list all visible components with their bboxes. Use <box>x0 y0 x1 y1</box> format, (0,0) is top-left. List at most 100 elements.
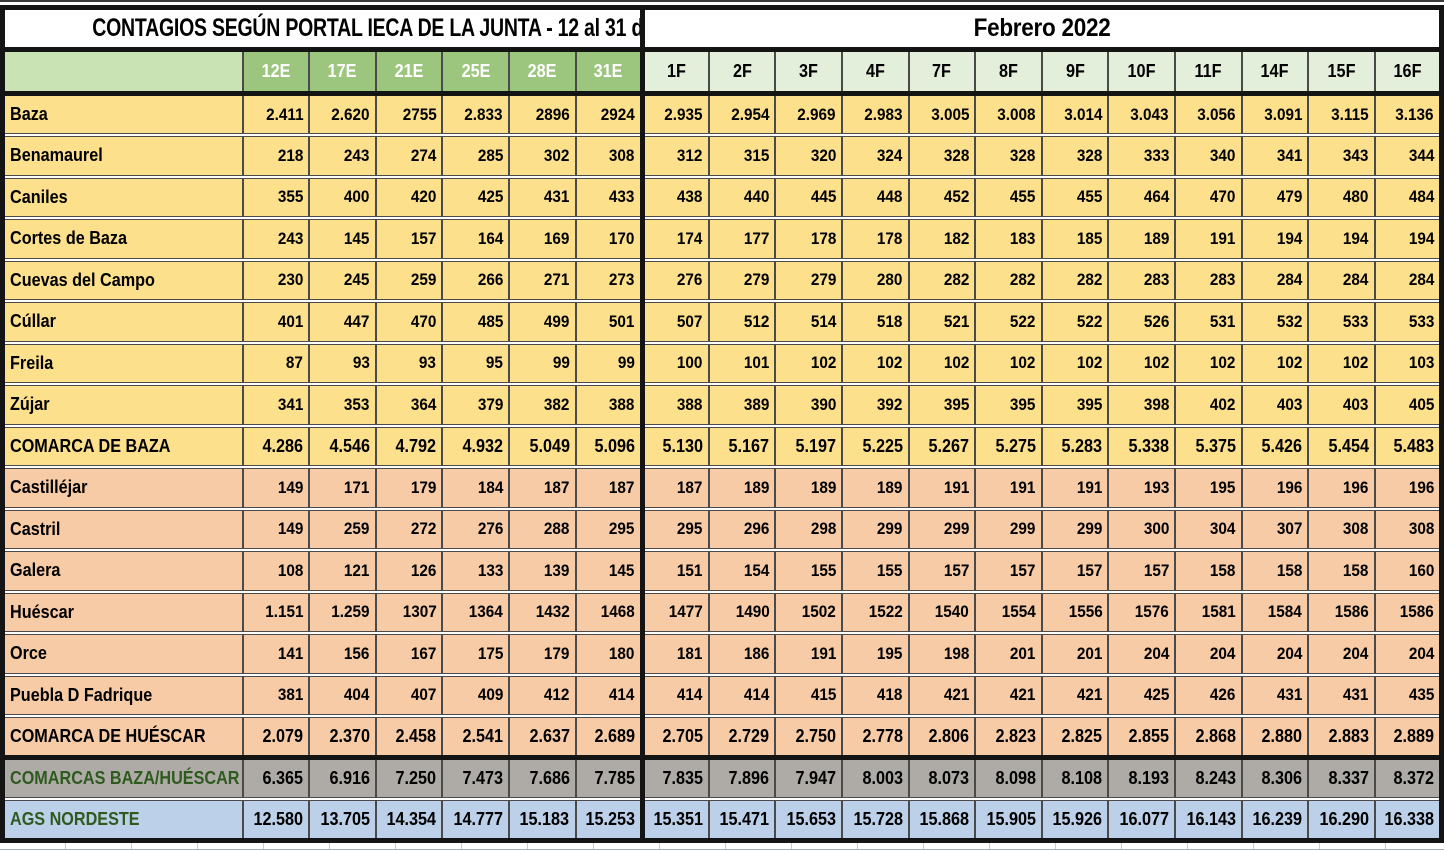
value-cell[interactable]: 299 <box>840 506 910 552</box>
row-label-cell[interactable]: Orce <box>1 631 244 677</box>
value-cell[interactable]: 1490 <box>707 589 777 635</box>
value-cell[interactable]: 340 <box>1174 133 1243 179</box>
value-cell[interactable]: 2755 <box>374 91 444 137</box>
value-cell[interactable]: 395 <box>907 382 977 428</box>
value-cell[interactable]: 15.926 <box>1040 797 1110 843</box>
value-cell[interactable]: 8.073 <box>907 755 977 801</box>
value-cell[interactable]: 15.653 <box>774 797 843 843</box>
value-cell[interactable]: 355 <box>241 174 311 220</box>
value-cell[interactable]: 2896 <box>507 91 577 137</box>
value-cell[interactable]: 501 <box>574 299 644 345</box>
value-cell[interactable]: 299 <box>1040 506 1110 552</box>
value-cell[interactable]: 6.916 <box>308 755 377 801</box>
value-cell[interactable]: 178 <box>774 216 843 262</box>
value-cell[interactable]: 1502 <box>774 589 843 635</box>
value-cell[interactable]: 2.983 <box>840 91 910 137</box>
value-cell[interactable]: 414 <box>574 672 644 718</box>
value-cell[interactable]: 167 <box>374 631 444 677</box>
value-cell[interactable]: 440 <box>707 174 777 220</box>
value-cell[interactable]: 526 <box>1107 299 1177 345</box>
col-header-31E[interactable]: 31E <box>574 47 644 96</box>
value-cell[interactable]: 145 <box>308 216 377 262</box>
value-cell[interactable]: 390 <box>774 382 843 428</box>
value-cell[interactable]: 149 <box>241 506 311 552</box>
value-cell[interactable]: 187 <box>639 465 710 511</box>
value-cell[interactable]: 409 <box>441 672 510 718</box>
value-cell[interactable]: 2.079 <box>241 714 311 760</box>
value-cell[interactable]: 191 <box>1174 216 1243 262</box>
row-label-cell[interactable]: Benamaurel <box>1 133 244 179</box>
value-cell[interactable]: 1556 <box>1040 589 1110 635</box>
value-cell[interactable]: 8.243 <box>1174 755 1243 801</box>
col-header-7F[interactable]: 7F <box>907 47 977 96</box>
value-cell[interactable]: 243 <box>308 133 377 179</box>
value-cell[interactable]: 398 <box>1107 382 1177 428</box>
value-cell[interactable]: 182 <box>907 216 977 262</box>
value-cell[interactable]: 183 <box>974 216 1043 262</box>
value-cell[interactable]: 15.253 <box>574 797 644 843</box>
value-cell[interactable]: 1554 <box>974 589 1043 635</box>
value-cell[interactable]: 8.003 <box>840 755 910 801</box>
value-cell[interactable]: 5.130 <box>639 423 710 469</box>
value-cell[interactable]: 5.338 <box>1107 423 1177 469</box>
row-label-cell[interactable]: Huéscar <box>1 589 244 635</box>
value-cell[interactable]: 1477 <box>639 589 710 635</box>
value-cell[interactable]: 7.686 <box>507 755 577 801</box>
value-cell[interactable]: 8.108 <box>1040 755 1110 801</box>
value-cell[interactable]: 189 <box>707 465 777 511</box>
value-cell[interactable]: 514 <box>774 299 843 345</box>
value-cell[interactable]: 300 <box>1107 506 1177 552</box>
col-header-16F[interactable]: 16F <box>1373 47 1443 96</box>
value-cell[interactable]: 95 <box>441 340 510 386</box>
col-header-25E[interactable]: 25E <box>441 47 510 96</box>
value-cell[interactable]: 304 <box>1174 506 1243 552</box>
value-cell[interactable]: 154 <box>707 548 777 594</box>
row-label-cell[interactable]: Baza <box>1 91 244 137</box>
col-header-4F[interactable]: 4F <box>840 47 910 96</box>
value-cell[interactable]: 2.969 <box>774 91 843 137</box>
value-cell[interactable]: 189 <box>1107 216 1177 262</box>
value-cell[interactable]: 470 <box>1174 174 1243 220</box>
value-cell[interactable]: 2.806 <box>907 714 977 760</box>
value-cell[interactable]: 180 <box>574 631 644 677</box>
title-febrero-cell[interactable]: Febrero 2022 <box>639 5 1442 52</box>
value-cell[interactable]: 15.183 <box>507 797 577 843</box>
value-cell[interactable]: 295 <box>639 506 710 552</box>
value-cell[interactable]: 533 <box>1373 299 1443 345</box>
value-cell[interactable]: 5.283 <box>1040 423 1110 469</box>
value-cell[interactable]: 328 <box>1040 133 1110 179</box>
value-cell[interactable]: 139 <box>507 548 577 594</box>
value-cell[interactable]: 16.338 <box>1373 797 1443 843</box>
value-cell[interactable]: 103 <box>1373 340 1443 386</box>
value-cell[interactable]: 512 <box>707 299 777 345</box>
value-cell[interactable]: 108 <box>241 548 311 594</box>
value-cell[interactable]: 341 <box>241 382 311 428</box>
value-cell[interactable]: 158 <box>1240 548 1310 594</box>
col-header-9F[interactable]: 9F <box>1040 47 1110 96</box>
value-cell[interactable]: 5.049 <box>507 423 577 469</box>
value-cell[interactable]: 155 <box>840 548 910 594</box>
value-cell[interactable]: 324 <box>840 133 910 179</box>
value-cell[interactable]: 307 <box>1240 506 1310 552</box>
value-cell[interactable]: 102 <box>1174 340 1243 386</box>
value-cell[interactable]: 308 <box>574 133 644 179</box>
value-cell[interactable]: 5.483 <box>1373 423 1443 469</box>
value-cell[interactable]: 198 <box>907 631 977 677</box>
value-cell[interactable]: 418 <box>840 672 910 718</box>
value-cell[interactable]: 151 <box>639 548 710 594</box>
value-cell[interactable]: 3.008 <box>974 91 1043 137</box>
value-cell[interactable]: 3.014 <box>1040 91 1110 137</box>
value-cell[interactable]: 15.471 <box>707 797 777 843</box>
col-header-17E[interactable]: 17E <box>308 47 377 96</box>
value-cell[interactable]: 402 <box>1174 382 1243 428</box>
value-cell[interactable]: 191 <box>774 631 843 677</box>
value-cell[interactable]: 204 <box>1373 631 1443 677</box>
value-cell[interactable]: 2.689 <box>574 714 644 760</box>
value-cell[interactable]: 133 <box>441 548 510 594</box>
row-label-cell[interactable]: Cortes de Baza <box>1 216 244 262</box>
value-cell[interactable]: 102 <box>1107 340 1177 386</box>
value-cell[interactable]: 5.267 <box>907 423 977 469</box>
value-cell[interactable]: 101 <box>707 340 777 386</box>
value-cell[interactable]: 328 <box>974 133 1043 179</box>
value-cell[interactable]: 5.225 <box>840 423 910 469</box>
